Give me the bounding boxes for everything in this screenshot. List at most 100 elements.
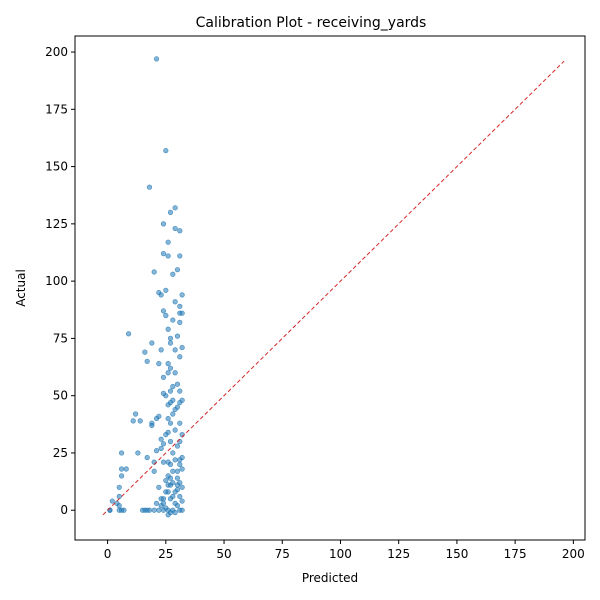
data-point bbox=[130, 418, 136, 424]
data-point bbox=[160, 459, 167, 465]
data-point bbox=[170, 271, 176, 277]
data-point bbox=[167, 461, 174, 468]
data-point bbox=[179, 292, 185, 298]
x-tick-label: 100 bbox=[329, 547, 352, 561]
data-point bbox=[177, 228, 183, 234]
data-point bbox=[156, 507, 162, 513]
perfect-calibration-line bbox=[102, 60, 565, 516]
data-point bbox=[172, 509, 178, 516]
data-point bbox=[170, 450, 176, 456]
data-point bbox=[177, 253, 183, 259]
data-point bbox=[167, 209, 174, 215]
data-point bbox=[160, 221, 167, 227]
data-point bbox=[135, 450, 141, 456]
data-point bbox=[172, 427, 178, 433]
x-tick-label: 150 bbox=[445, 547, 468, 561]
data-point bbox=[174, 404, 181, 410]
x-tick-label: 125 bbox=[387, 547, 410, 561]
data-point bbox=[167, 509, 174, 516]
data-point bbox=[172, 347, 178, 353]
data-point bbox=[158, 347, 164, 353]
data-point bbox=[153, 448, 160, 454]
data-point bbox=[153, 56, 160, 62]
data-point bbox=[170, 468, 176, 474]
data-point bbox=[167, 420, 174, 426]
data-point bbox=[174, 487, 181, 493]
data-point bbox=[167, 388, 174, 394]
data-point bbox=[163, 477, 169, 484]
data-point bbox=[123, 466, 129, 472]
data-point bbox=[167, 340, 174, 346]
data-point bbox=[144, 358, 150, 364]
data-point bbox=[170, 317, 176, 323]
data-point bbox=[125, 331, 132, 337]
data-point bbox=[151, 507, 157, 513]
y-tick-label: 0 bbox=[60, 503, 68, 517]
data-point bbox=[170, 383, 176, 390]
data-point bbox=[179, 344, 185, 351]
data-point bbox=[151, 468, 157, 474]
data-point bbox=[174, 475, 181, 481]
data-point bbox=[158, 292, 164, 298]
data-point bbox=[177, 303, 183, 309]
y-tick-label: 200 bbox=[45, 45, 68, 59]
data-point bbox=[160, 308, 167, 314]
data-point bbox=[163, 489, 169, 495]
y-tick-label: 175 bbox=[45, 102, 68, 116]
data-point bbox=[174, 381, 181, 387]
data-point bbox=[165, 370, 171, 376]
data-point bbox=[165, 429, 171, 435]
x-tick-label: 175 bbox=[504, 547, 527, 561]
data-point bbox=[156, 361, 162, 367]
y-tick-label: 50 bbox=[53, 389, 68, 403]
data-point bbox=[158, 445, 164, 451]
y-tick-label: 25 bbox=[53, 446, 68, 460]
data-point bbox=[146, 507, 153, 513]
data-point bbox=[170, 493, 176, 500]
data-point bbox=[165, 253, 171, 259]
data-point bbox=[177, 319, 183, 325]
data-point bbox=[179, 397, 185, 403]
data-point bbox=[149, 420, 155, 426]
data-point bbox=[170, 397, 176, 403]
data-point bbox=[165, 239, 171, 245]
data-point bbox=[160, 441, 167, 447]
data-point bbox=[153, 500, 160, 506]
y-tick-label: 150 bbox=[45, 160, 68, 174]
data-point bbox=[179, 466, 185, 472]
plot-layer bbox=[102, 56, 565, 518]
x-tick-label: 0 bbox=[104, 547, 112, 561]
y-tick-label: 100 bbox=[45, 274, 68, 288]
plot-area-frame bbox=[74, 35, 586, 541]
data-point bbox=[132, 411, 139, 417]
data-point bbox=[158, 503, 164, 509]
x-tick-label: 200 bbox=[562, 547, 585, 561]
data-point bbox=[167, 438, 174, 445]
data-point bbox=[160, 251, 167, 257]
y-tick-label: 125 bbox=[45, 217, 68, 231]
x-tick-label: 25 bbox=[158, 547, 173, 561]
data-point bbox=[118, 507, 125, 513]
data-point bbox=[170, 411, 176, 417]
data-point bbox=[118, 473, 125, 479]
data-point bbox=[172, 299, 178, 305]
data-point bbox=[142, 349, 148, 355]
data-point bbox=[165, 415, 171, 422]
data-point bbox=[177, 388, 183, 394]
data-point bbox=[179, 484, 185, 490]
data-point bbox=[116, 503, 122, 509]
data-point bbox=[177, 461, 183, 468]
x-axis-label: Predicted bbox=[302, 571, 358, 585]
data-point bbox=[118, 450, 125, 456]
data-point bbox=[177, 354, 183, 360]
data-point bbox=[160, 374, 167, 380]
data-point bbox=[160, 496, 167, 502]
data-point bbox=[174, 333, 181, 339]
data-point bbox=[144, 454, 150, 461]
data-point bbox=[170, 480, 176, 486]
x-tick-label: 75 bbox=[275, 547, 290, 561]
data-point bbox=[179, 507, 185, 513]
data-point bbox=[174, 443, 181, 449]
data-point bbox=[116, 484, 122, 490]
data-point bbox=[177, 420, 183, 426]
